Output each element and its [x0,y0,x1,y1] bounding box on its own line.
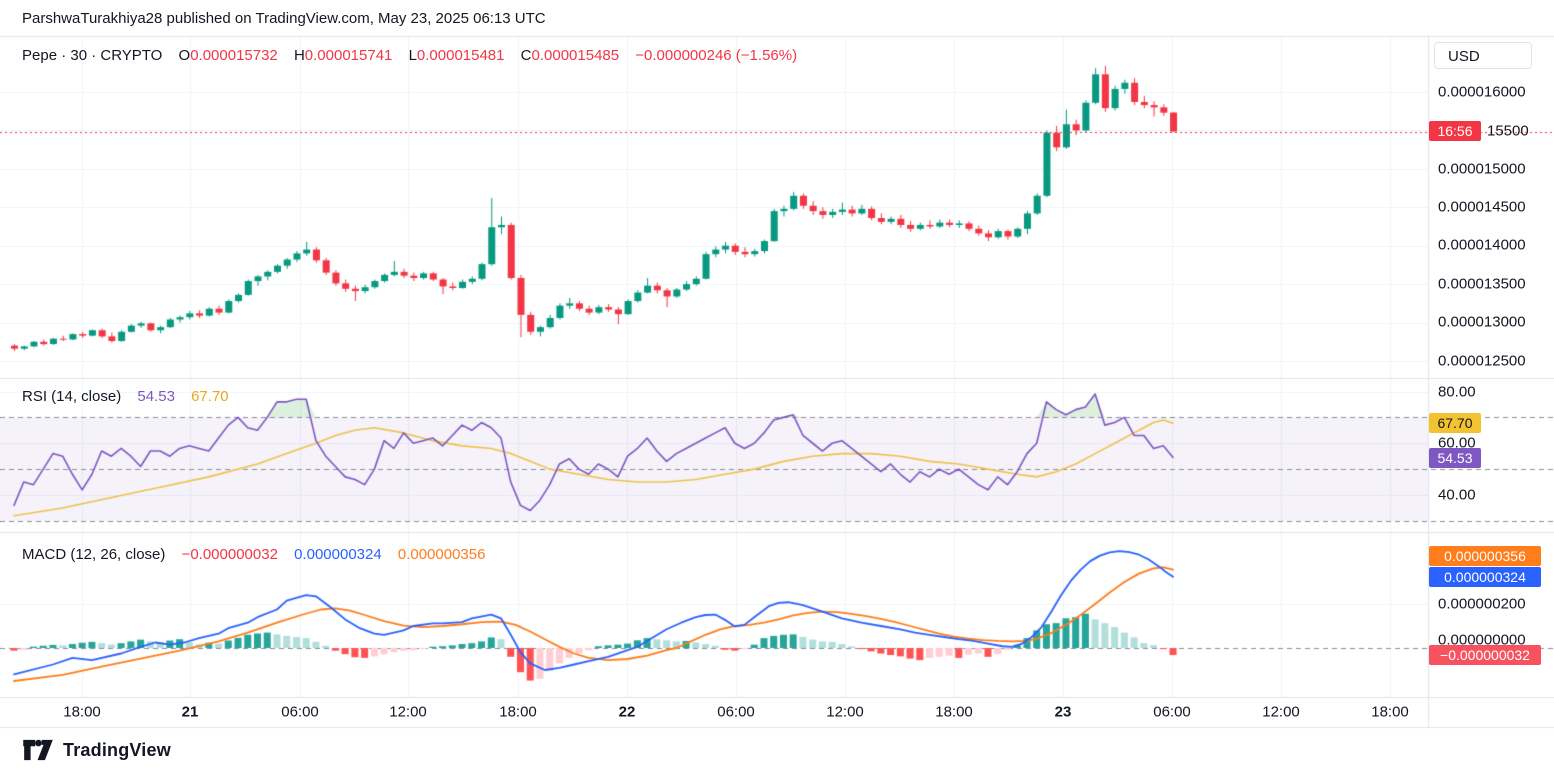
macd-signal-value: 0.000000356 [397,546,486,563]
price-axis-label: 0.000016000 [1438,83,1526,101]
time-axis-label: 18:00 [1371,703,1409,721]
rsi-value: 54.53 [137,388,175,405]
rsi-legend: RSI (14, close) 54.53 67.70 [22,388,233,405]
rsi-axis-badge: 54.53 [1429,448,1481,468]
brand-name[interactable]: TradingView [63,739,171,760]
price-axis-label: 0.000013000 [1438,313,1526,331]
macd-axis-badge: −0.000000032 [1429,645,1541,665]
currency-button[interactable]: USD [1434,42,1532,69]
high-label: H [293,47,305,64]
time-axis-label: 12:00 [826,703,864,721]
macd-hist-value: −0.000000032 [181,546,278,563]
low-value: 0.000015481 [416,47,505,64]
time-axis-label: 06:00 [1153,703,1191,721]
time-axis-label: 23 [1054,703,1072,721]
high-value: 0.000015741 [304,47,393,64]
open-label: O [178,47,191,64]
time-axis-label: 06:00 [717,703,755,721]
price-axis-label: 0.000014500 [1438,198,1526,216]
macd-axis-label: 0.000000000 [1438,631,1526,649]
snapshot-header: ParshwaTurakhiya28 published on TradingV… [22,10,546,27]
symbol-legend: Pepe · 30 · CRYPTO O0.000015732 H0.00001… [22,47,801,64]
macd-axis-label: 0.000000200 [1438,595,1526,613]
rsi-axis-label: 40.00 [1438,486,1476,504]
close-value: 0.000015485 [531,47,620,64]
macd-axis-badge: 0.000000356 [1429,546,1541,566]
macd-axis-badge: 0.000000324 [1429,567,1541,587]
rsi-axis-badge: 67.70 [1429,413,1481,433]
price-axis-label: 0.000014000 [1438,236,1526,254]
time-axis-label: 21 [181,703,199,721]
price-axis-partial-label: 15500 [1487,122,1529,140]
open-value: 0.000015732 [190,47,278,64]
close-label: C [520,47,532,64]
time-axis-label: 12:00 [1262,703,1300,721]
low-label: L [408,47,417,64]
rsi-ma-value: 67.70 [191,388,229,405]
tradingview-logo-icon[interactable] [22,738,54,762]
time-axis-label: 12:00 [389,703,427,721]
price-axis-label: 0.000013500 [1438,275,1526,293]
price-axis-label: 0.000012500 [1438,352,1526,370]
rsi-axis-label: 60.00 [1438,434,1476,452]
rsi-axis-label: 80.00 [1438,383,1476,401]
change-value: −0.000000246 (−1.56%) [635,47,798,64]
time-axis-label: 18:00 [63,703,101,721]
macd-title[interactable]: MACD (12, 26, close) [22,546,166,563]
rsi-title[interactable]: RSI (14, close) [22,388,122,405]
macd-legend: MACD (12, 26, close) −0.000000032 0.0000… [22,546,489,563]
time-axis-label: 18:00 [935,703,973,721]
footer: TradingView [22,738,171,762]
symbol-title[interactable]: Pepe · 30 · CRYPTO [22,47,163,64]
price-axis-label: 0.000015000 [1438,160,1526,178]
time-axis-label: 18:00 [499,703,537,721]
time-axis-label: 22 [618,703,636,721]
countdown-badge: 16:56 [1429,121,1481,141]
time-axis-label: 06:00 [281,703,319,721]
macd-line-value: 0.000000324 [294,546,382,563]
